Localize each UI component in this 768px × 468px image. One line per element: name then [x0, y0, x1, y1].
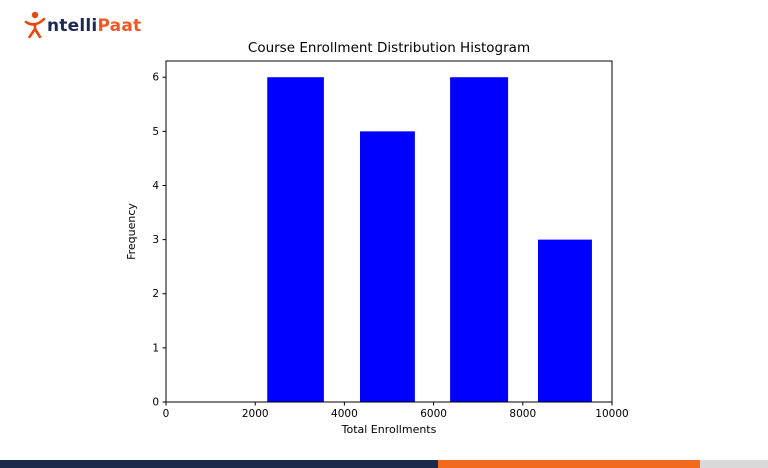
footer-strip — [0, 460, 768, 468]
y-axis-label: Frequency — [125, 203, 138, 260]
y-tick-label: 5 — [152, 126, 159, 138]
intellipaat-logo: ntelliPaat — [24, 10, 141, 38]
x-axis-label: Total Enrollments — [341, 423, 437, 436]
x-tick-label: 6000 — [420, 408, 447, 420]
x-tick-label: 8000 — [509, 408, 536, 420]
y-tick-label: 6 — [152, 72, 159, 84]
y-tick-label: 4 — [152, 180, 159, 192]
histogram-bar — [450, 77, 509, 402]
intellipaat-person-icon — [24, 11, 46, 38]
plot-border — [165, 60, 613, 403]
x-tick-label: 0 — [163, 408, 170, 420]
x-tick-label: 2000 — [242, 408, 269, 420]
histogram-bar — [360, 131, 415, 402]
histogram-chart-svg: 0 2000 4000 6000 8000 10000 0 1 2 3 4 5 6 Course Enro… — [125, 40, 629, 436]
y-tick-label: 3 — [152, 234, 159, 246]
footer-segment-orange — [438, 460, 700, 468]
footer-segment-navy — [0, 460, 438, 468]
y-tick-label: 1 — [152, 342, 159, 354]
logo-text-orange: Paat — [97, 16, 142, 36]
y-tick-label: 0 — [152, 397, 159, 409]
histogram-bar — [537, 239, 592, 402]
chart-title: Course Enrollment Distribution Histogram — [248, 40, 530, 56]
y-tick-label: 2 — [152, 288, 159, 300]
histogram-bar — [267, 77, 324, 402]
logo-text: ntelliPaat — [47, 18, 141, 38]
logo-text-dark: ntelli — [47, 16, 98, 36]
x-tick-label: 4000 — [331, 408, 358, 420]
x-tick-label: 10000 — [595, 408, 628, 420]
footer-segment-gray — [700, 460, 768, 468]
histogram-chart: 0 2000 4000 6000 8000 10000 0 1 2 3 4 5 6 Course Enro… — [120, 34, 640, 446]
